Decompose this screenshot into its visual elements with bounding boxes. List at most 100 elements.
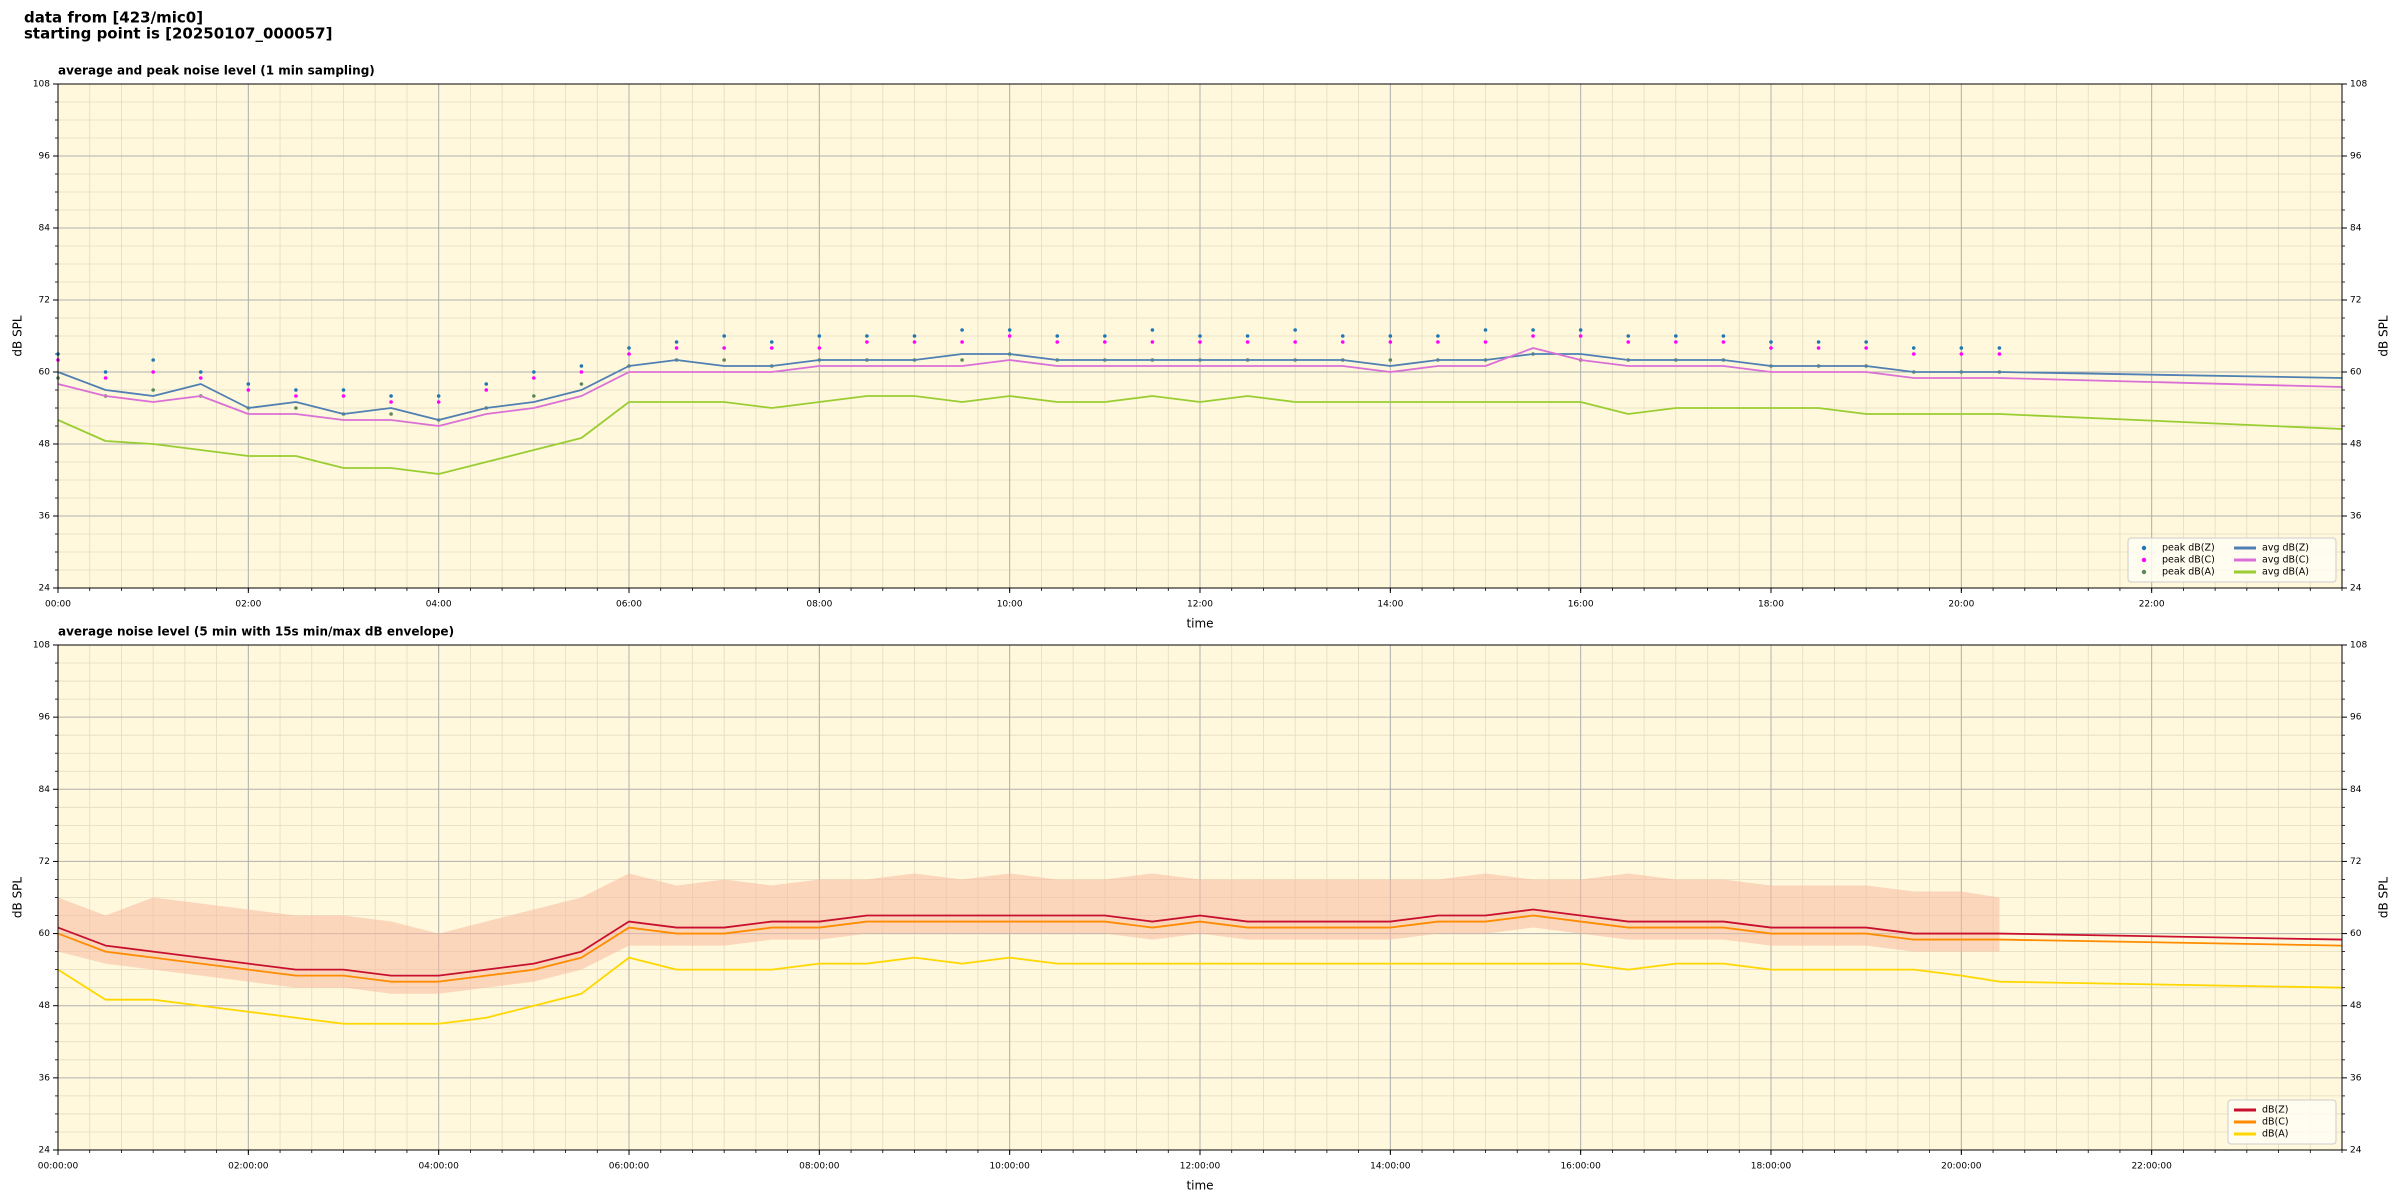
x-tick-label: 16:00 [1568,600,1594,610]
peak-point [1293,328,1297,332]
x-tick-label: 02:00:00 [228,1162,269,1172]
x-axis-label: time [1186,1179,1213,1193]
legend-label: peak dB(C) [2162,555,2215,566]
y-axis-label-right: dB SPL [2377,877,2391,919]
y-tick-label-right: 36 [2350,512,2362,522]
series-line [57,914,2343,983]
peak-point [1674,340,1678,344]
y-tick-label-right: 60 [2350,929,2362,939]
x-tick-label: 08:00:00 [799,1162,840,1172]
y-tick-label-right: 24 [2350,584,2362,594]
y-tick-label-right: 48 [2350,440,2362,450]
x-tick-label: 20:00 [1948,600,1974,610]
peak-point [341,394,346,398]
peak-point [865,340,869,344]
legend-label: peak dB(Z) [2162,543,2215,554]
peak-point [198,376,203,380]
y-tick-label: 60 [39,368,51,378]
x-tick-label: 02:00 [235,600,261,610]
legend-label: avg dB(A) [2262,567,2309,578]
peak-point [912,334,917,338]
legend-swatch [2141,569,2147,575]
series-line [57,908,2343,977]
peak-point [1245,334,1250,338]
y-tick-label: 72 [39,857,50,867]
peak-point [294,394,298,398]
y-tick-label-right: 60 [2350,368,2362,378]
y-tick-label-right: 24 [2350,1146,2362,1156]
header-line: starting point is [20250107_000057] [24,25,332,43]
x-tick-label: 22:00 [2139,600,2165,610]
x-tick-label: 14:00 [1377,600,1403,610]
series-line [57,395,2343,475]
peak-point [1483,340,1488,344]
y-tick-label: 36 [39,1073,51,1083]
x-tick-label: 00:00 [45,600,71,610]
y-tick-label-right: 72 [2350,857,2361,867]
y-tick-label: 108 [33,641,50,651]
peak-point [1198,340,1202,344]
x-tick-label: 10:00 [997,600,1023,610]
peak-point [1769,340,1773,344]
peak-point [532,394,536,398]
legend-label: peak dB(A) [2162,567,2215,578]
peak-point [294,406,298,410]
peak-point [436,400,441,404]
peak-point [389,400,393,404]
y-tick-label: 48 [39,1001,51,1011]
peak-point [1531,334,1535,338]
x-axis-label: time [1186,617,1213,631]
x-tick-label: 16:00:00 [1560,1162,1601,1172]
peak-point [722,346,726,350]
peak-point [436,394,441,398]
y-axis-label: dB SPL [11,315,25,357]
peak-point [674,340,679,344]
peak-point [246,382,251,386]
peak-point [1150,328,1155,332]
peak-point [1864,346,1868,350]
peak-point [389,412,393,416]
y-axis-label: dB SPL [11,877,25,919]
chart-title: average and peak noise level (1 min samp… [58,64,375,78]
y-tick-label: 96 [39,713,51,723]
peak-point [769,340,774,344]
peak-point [1103,334,1107,338]
legend-label: avg dB(Z) [2262,543,2309,554]
peak-point [1340,340,1345,344]
peak-point [1997,352,2002,356]
x-tick-label: 18:00:00 [1751,1162,1792,1172]
legend-label: avg dB(C) [2262,555,2309,566]
peak-point [484,382,489,386]
x-tick-label: 04:00 [426,600,452,610]
series-line [57,956,2343,1025]
peak-point [1055,334,1060,338]
peak-point [722,334,726,338]
peak-point [1007,328,1012,332]
legend-label: dB(Z) [2262,1105,2288,1116]
x-tick-label: 22:00:00 [2131,1162,2172,1172]
peak-point [1769,346,1773,350]
chart-title: average noise level (5 min with 15s min/… [58,625,454,639]
peak-point [294,388,298,392]
x-tick-label: 04:00:00 [418,1162,459,1172]
y-tick-label: 84 [39,785,51,795]
peak-point [1531,328,1535,332]
y-tick-label-right: 36 [2350,1073,2362,1083]
y-tick-label: 24 [39,584,51,594]
x-tick-label: 18:00 [1758,600,1784,610]
peak-point [1198,334,1202,338]
peak-point [389,394,393,398]
peak-point [912,340,917,344]
peak-point [579,382,584,386]
y-tick-label-right: 108 [2350,641,2367,651]
y-axis-label-right: dB SPL [2377,315,2391,357]
plot-frame [57,644,2343,1151]
peak-point [1911,346,1916,350]
peak-point [484,388,489,392]
legend-swatch [2141,557,2147,563]
peak-point [1816,346,1821,350]
peak-point [1721,340,1726,344]
peak-point [817,346,822,350]
